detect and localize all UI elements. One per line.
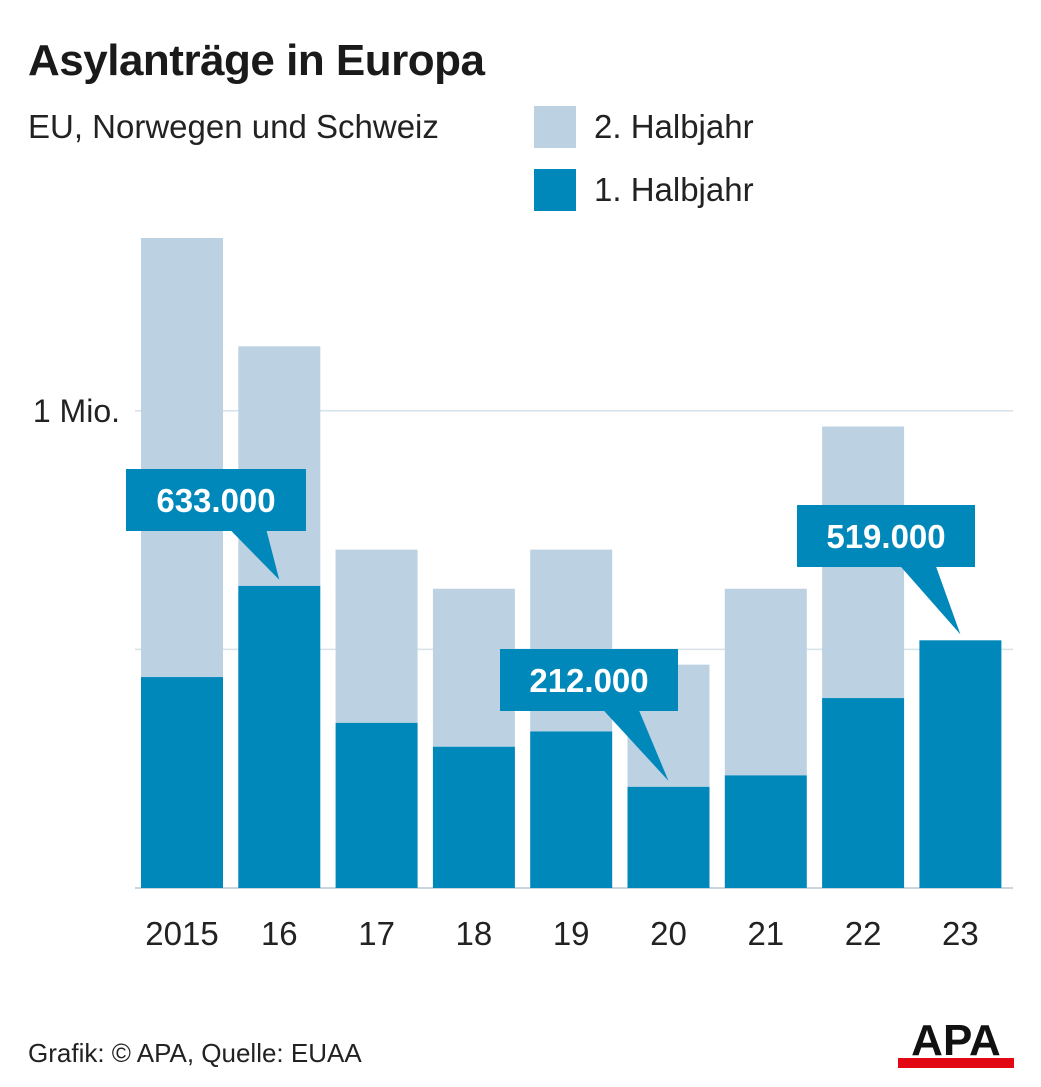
callout-label: 633.000 (156, 482, 275, 519)
callout-pointer (900, 566, 961, 635)
callout-box (126, 469, 306, 531)
legend-label-second-half: 2. Halbjahr (594, 108, 754, 145)
bar-first-half (627, 786, 710, 888)
chart-subtitle: EU, Norwegen und Schweiz (28, 108, 439, 145)
bar-first-half (919, 640, 1002, 888)
bar-first-half (530, 731, 613, 888)
legend-item-first-half: 1. Halbjahr (534, 169, 754, 211)
apa-logo-text: APA (911, 1018, 1001, 1065)
bar-second-half (724, 588, 807, 776)
callout-label: 519.000 (826, 518, 945, 555)
callout-label: 212.000 (529, 662, 648, 699)
y-tick-label: 1 Mio. (33, 393, 120, 429)
x-tick-label: 19 (553, 915, 590, 952)
bar-first-half (335, 722, 418, 888)
x-tick-label: 23 (942, 915, 979, 952)
legend-swatch-second-half (534, 106, 576, 148)
bar-first-half (238, 585, 321, 888)
x-tick-label: 22 (845, 915, 882, 952)
bar-first-half (822, 698, 905, 888)
legend-item-second-half: 2. Halbjahr (534, 106, 754, 148)
legend-swatch-first-half (534, 169, 576, 211)
x-tick-label: 16 (261, 915, 298, 952)
bar-chart: 1 Mio. 2015 16 17 18 19 20 21 22 23 633.000 212.000… (33, 238, 1013, 952)
callout-box (500, 649, 678, 711)
callout-pointer (603, 710, 669, 781)
x-tick-label: 2015 (145, 915, 218, 952)
callout-pointer (230, 530, 280, 580)
chart-title: Asylanträge in Europa (28, 36, 485, 85)
bar-first-half (141, 677, 223, 888)
x-tick-label: 21 (747, 915, 784, 952)
callout-box (797, 505, 975, 567)
source-credit: Grafik: © APA, Quelle: EUAA (28, 1038, 362, 1068)
x-tick-label: 17 (358, 915, 395, 952)
apa-logo: APA (898, 1018, 1014, 1068)
x-tick-label: 20 (650, 915, 687, 952)
legend-label-first-half: 1. Halbjahr (594, 171, 754, 208)
bar-first-half (724, 775, 807, 888)
bar-second-half (141, 238, 223, 678)
x-tick-label: 18 (456, 915, 493, 952)
bar-first-half (432, 746, 515, 888)
bar-second-half (335, 549, 418, 723)
